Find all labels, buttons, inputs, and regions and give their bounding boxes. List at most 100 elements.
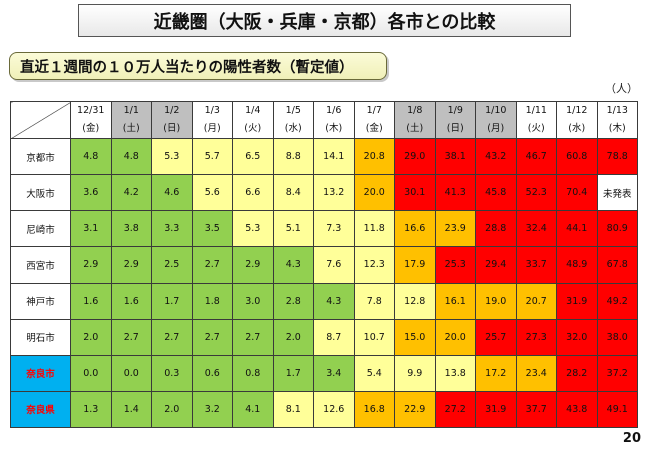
value-cell: 46.7 [515, 138, 557, 176]
value-cell: 2.0 [70, 318, 112, 356]
value-cell: 12.3 [353, 246, 395, 284]
table-row: 西宮市 2.9 2.9 2.5 2.7 2.9 4.3 7.6 12.3 17.9 25.3 29.4… [10, 246, 638, 284]
value-cell: 2.7 [191, 246, 233, 284]
value-cell: 70.4 [556, 174, 598, 212]
value-cell: 3.8 [110, 210, 152, 248]
city-name-cell: 西宮市 [10, 246, 71, 284]
value-cell: 2.0 [151, 390, 193, 429]
value-cell: 20.8 [353, 138, 395, 176]
weekday-label: (土) [122, 123, 140, 135]
value-cell: 28.2 [556, 354, 598, 392]
value-cell: 17.9 [394, 246, 436, 284]
date-header: 1/1 (土) [110, 100, 152, 140]
weekday-label: (金) [365, 123, 383, 135]
weekday-label: (火) [244, 123, 262, 135]
value-cell: 3.0 [232, 282, 274, 320]
value-cell: 2.5 [151, 246, 193, 284]
date-header: 1/3 (月) [191, 100, 233, 140]
date-label: 1/9 [447, 105, 463, 116]
value-cell: 7.8 [353, 282, 395, 320]
value-cell: 3.1 [70, 210, 112, 248]
value-cell: 4.3 [272, 246, 314, 284]
value-cell: 5.6 [191, 174, 233, 212]
date-header: 1/13 (木) [596, 100, 638, 140]
value-cell: 0.0 [110, 354, 152, 392]
city-name-cell: 奈良市 [10, 354, 71, 392]
value-cell: 2.9 [70, 246, 112, 284]
date-label: 1/13 [606, 105, 628, 116]
value-cell: 8.1 [272, 390, 314, 429]
value-cell: 20.0 [434, 318, 476, 356]
date-label: 1/7 [366, 105, 382, 116]
weekday-label: (火) [527, 123, 545, 135]
unit-label: （人） [605, 82, 638, 95]
value-cell: 38.0 [596, 318, 638, 356]
date-header: 1/4 (火) [232, 100, 274, 140]
table-row: 京都市 4.8 4.8 5.3 5.7 6.5 8.8 14.1 20.8 29.0 38.1 43.… [10, 138, 638, 176]
weekday-label: (木) [325, 123, 343, 135]
value-cell: 37.2 [596, 354, 638, 392]
value-cell: 2.7 [110, 318, 152, 356]
date-label: 1/12 [566, 105, 588, 116]
value-cell: 43.2 [475, 138, 517, 176]
value-cell: 4.3 [313, 282, 355, 320]
section-subtitle: 直近１週間の１０万人当たりの陽性者数（暫定値） [9, 52, 387, 80]
weekday-label: (水) [284, 123, 302, 135]
value-cell: 1.3 [70, 390, 112, 429]
value-cell: 29.0 [394, 138, 436, 176]
city-name-cell: 明石市 [10, 318, 71, 356]
value-cell: 37.7 [515, 390, 557, 429]
value-cell: 8.4 [272, 174, 314, 212]
value-cell: 9.9 [394, 354, 436, 392]
date-label: 1/11 [525, 105, 547, 116]
table-row: 明石市 2.0 2.7 2.7 2.7 2.7 2.0 8.7 10.7 15.0 20.0 25.7… [10, 318, 638, 356]
value-cell: 10.7 [353, 318, 395, 356]
value-cell: 25.7 [475, 318, 517, 356]
value-cell: 32.4 [515, 210, 557, 248]
value-cell: 2.9 [110, 246, 152, 284]
value-cell: 8.7 [313, 318, 355, 356]
date-label: 1/2 [164, 105, 180, 116]
value-cell: 38.1 [434, 138, 476, 176]
value-cell: 4.8 [70, 138, 112, 176]
value-cell: 0.6 [191, 354, 233, 392]
value-cell: 16.8 [353, 390, 395, 429]
value-cell: 20.7 [515, 282, 557, 320]
table-row: 大阪市 3.6 4.2 4.6 5.6 6.6 8.4 13.2 20.0 30.1 41.3 45.… [10, 174, 638, 212]
value-cell: 15.0 [394, 318, 436, 356]
weekday-label: (木) [608, 123, 626, 135]
value-cell: 1.8 [191, 282, 233, 320]
value-cell: 12.8 [394, 282, 436, 320]
value-cell: 23.4 [515, 354, 557, 392]
date-header: 1/8 (土) [394, 100, 436, 140]
city-name-cell: 尼崎市 [10, 210, 71, 248]
date-label: 1/6 [326, 105, 342, 116]
value-cell: 1.4 [110, 390, 152, 429]
date-header: 12/31 (金) [70, 100, 112, 140]
date-label: 12/31 [77, 105, 105, 116]
date-header: 1/6 (木) [313, 100, 355, 140]
value-cell: 19.0 [475, 282, 517, 320]
value-cell: 4.6 [151, 174, 193, 212]
value-cell: 3.2 [191, 390, 233, 429]
value-cell: 7.6 [313, 246, 355, 284]
value-cell: 32.0 [556, 318, 598, 356]
table-row: 奈良県 1.3 1.4 2.0 3.2 4.1 8.1 12.6 16.8 22.9 27.2 31.… [10, 390, 638, 429]
value-cell: 5.7 [191, 138, 233, 176]
value-cell: 16.6 [394, 210, 436, 248]
value-cell: 5.3 [151, 138, 193, 176]
value-cell: 11.8 [353, 210, 395, 248]
date-label: 1/1 [123, 105, 139, 116]
date-label: 1/4 [245, 105, 261, 116]
value-cell: 0.3 [151, 354, 193, 392]
value-cell: 2.7 [232, 318, 274, 356]
value-cell: 5.3 [232, 210, 274, 248]
city-name-cell: 奈良県 [10, 390, 71, 429]
city-name-cell: 神戸市 [10, 282, 71, 320]
value-cell: 29.4 [475, 246, 517, 284]
weekday-label: (月) [203, 123, 221, 135]
value-cell: 5.1 [272, 210, 314, 248]
value-cell: 2.7 [151, 318, 193, 356]
value-cell: 3.3 [151, 210, 193, 248]
value-cell: 43.8 [556, 390, 598, 429]
